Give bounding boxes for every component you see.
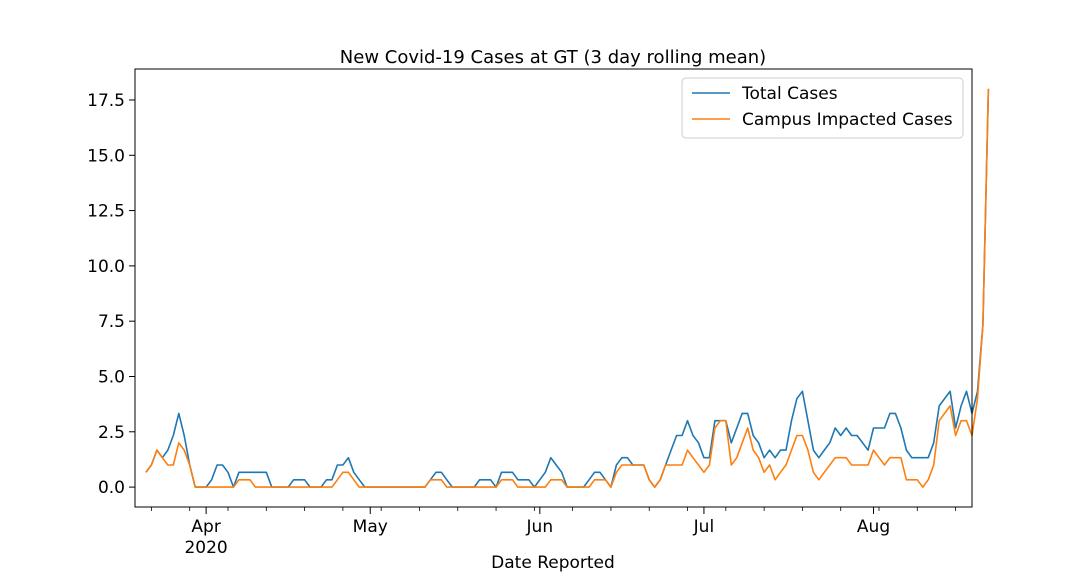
- chart-title: New Covid-19 Cases at GT (3 day rolling …: [340, 47, 766, 68]
- plot-frame: [134, 68, 973, 508]
- y-tick-label: 12.5: [87, 202, 125, 222]
- x-tick-label: Apr: [191, 517, 220, 537]
- x-tick-label: Jun: [526, 517, 554, 537]
- x-tick-year-label: 2020: [184, 538, 227, 558]
- legend-label-total-cases: Total Cases: [741, 84, 838, 104]
- legend: Total Cases Campus Impacted Cases: [681, 77, 964, 139]
- y-tick-label: 5.0: [98, 367, 125, 387]
- x-axis-label: Date Reported: [491, 553, 615, 573]
- series-line-total-cases: [145, 88, 990, 488]
- x-tick-label: May: [353, 517, 388, 537]
- x-tick-label: Jul: [693, 517, 715, 537]
- series-line-campus-impacted-cases: [145, 88, 990, 488]
- legend-label-campus-impacted-cases: Campus Impacted Cases: [742, 110, 953, 130]
- y-tick-label: 7.5: [98, 312, 125, 332]
- x-tick-label: Aug: [857, 517, 890, 537]
- series-lines: [145, 88, 990, 488]
- y-tick-label: 15.0: [87, 146, 125, 166]
- y-tick-label: 0.0: [98, 478, 125, 498]
- y-tick-label: 17.5: [87, 91, 125, 111]
- legend-box: [681, 77, 964, 139]
- y-tick-label: 10.0: [87, 257, 125, 277]
- y-tick-label: 2.5: [98, 423, 125, 443]
- y-axis-ticks: 0.0 2.5 5.0 7.5 10.0 12.5 15.0 17.5: [87, 91, 135, 498]
